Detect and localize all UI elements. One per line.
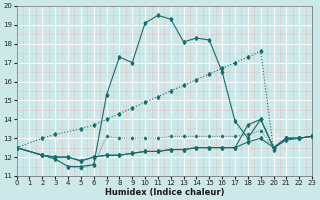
X-axis label: Humidex (Indice chaleur): Humidex (Indice chaleur) (105, 188, 224, 197)
